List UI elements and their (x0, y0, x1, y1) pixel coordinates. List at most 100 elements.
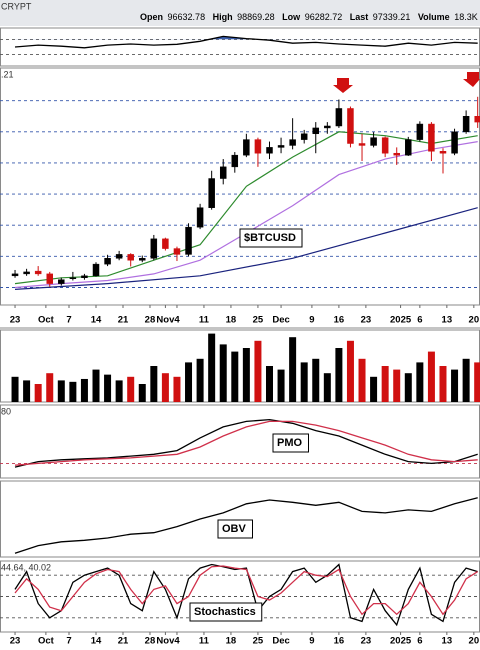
quote-value: 96632.78 (168, 12, 206, 22)
volume-bar (312, 358, 320, 402)
candle-body (358, 143, 366, 146)
x-tick-label: 13 (442, 315, 453, 326)
volume-bar (323, 373, 331, 402)
indicator-line (14, 497, 478, 554)
volume-bar (474, 362, 480, 402)
candle-body (92, 263, 100, 277)
x-tick-label: 7 (66, 315, 71, 326)
volume-bar (393, 369, 401, 402)
candle-body (347, 108, 354, 144)
candle-body (300, 133, 308, 140)
candle-body (393, 152, 400, 156)
panel (0, 404, 480, 479)
quote-label: Low (282, 12, 301, 22)
x-tick-label: 28 (145, 315, 156, 326)
x-tick-label: 16 (334, 315, 345, 326)
candle-body (335, 108, 343, 127)
x-tick-label: 23 (10, 636, 21, 647)
candle-body (139, 258, 146, 261)
panel (0, 480, 480, 558)
candle-body (69, 277, 77, 280)
volume-bar (185, 362, 193, 402)
volume-bar (11, 376, 19, 402)
volume-bar (115, 380, 123, 402)
volume-bar (381, 366, 389, 402)
candle-body (81, 275, 88, 279)
volume-bar (289, 337, 297, 402)
panel-label: 80 (1, 406, 11, 416)
x-tick-label: 2025 (390, 636, 412, 647)
panel (0, 67, 480, 306)
volume-bar (370, 376, 378, 402)
x-tick-label: 11 (199, 315, 210, 326)
x-tick-label: Nov (156, 315, 175, 326)
x-tick-label: 14 (91, 636, 102, 647)
candle-body (196, 207, 204, 228)
x-tick-label: 23 (361, 636, 372, 647)
x-tick-label: 2025 (390, 315, 412, 326)
quote-label: Open (140, 12, 163, 22)
quote-value: 98869.28 (237, 12, 275, 22)
volume-bar (439, 366, 447, 402)
candle-body (34, 270, 42, 275)
candle-body (173, 248, 181, 255)
x-tick-label: 23 (10, 315, 21, 326)
panel-label: .21 (1, 69, 14, 79)
x-tick-label: Dec (272, 636, 289, 647)
quote-label: Last (350, 12, 369, 22)
x-tick-label: 21 (118, 636, 129, 647)
candle-body (231, 154, 239, 168)
x-tick-label: 6 (417, 636, 422, 647)
volume-bar (150, 366, 158, 402)
candle-body (127, 254, 134, 261)
x-tick-label: Oct (38, 315, 55, 326)
indicator-line (14, 565, 479, 616)
x-tick-label: Oct (38, 636, 55, 647)
x-tick-label: Nov (156, 636, 175, 647)
x-tick-label: 9 (309, 315, 314, 326)
symbol: CRYPT (1, 1, 32, 11)
candle-body (439, 151, 447, 154)
volume-bar (254, 340, 262, 402)
marker-arrow (463, 72, 480, 87)
panel-title-box (217, 519, 253, 539)
candle-body (104, 258, 111, 265)
quote-value: 97339.21 (373, 12, 411, 22)
moving-average (14, 131, 478, 285)
volume-bar (127, 376, 135, 402)
candle-body (254, 139, 262, 154)
volume-bar (138, 384, 146, 402)
candle-body (162, 238, 169, 249)
indicator-line (14, 418, 478, 468)
quote: Open 96632.78 High 98869.28 Low 96282.72… (140, 12, 478, 22)
header-bar (0, 0, 480, 26)
candle-body (23, 271, 30, 275)
volume-bar (34, 384, 42, 402)
candle-body (381, 137, 389, 154)
volume-bar (69, 381, 77, 402)
candle-body (11, 273, 19, 277)
x-tick-label: 25 (253, 636, 264, 647)
volume-bar (416, 362, 424, 402)
volume-bar (173, 376, 181, 402)
panel-title-box (272, 433, 309, 453)
candle-body (428, 123, 435, 152)
moving-average (14, 207, 478, 290)
x-tick-label: 18 (226, 315, 237, 326)
x-tick-label: 14 (91, 315, 102, 326)
volume-bar (80, 378, 88, 402)
volume-bar (23, 380, 31, 402)
panel-title-box (189, 602, 263, 622)
quote-value: 18.3K (454, 12, 478, 22)
volume-bar (427, 351, 435, 402)
candle-body (474, 116, 480, 123)
x-tick-label: 16 (334, 636, 345, 647)
panel-title-box (239, 228, 303, 248)
candle-body (219, 166, 227, 179)
candle-body (46, 273, 53, 284)
candle-body (462, 116, 470, 133)
volume-bar (451, 369, 459, 402)
volume-bar (358, 358, 366, 402)
x-tick-label: 6 (417, 315, 422, 326)
